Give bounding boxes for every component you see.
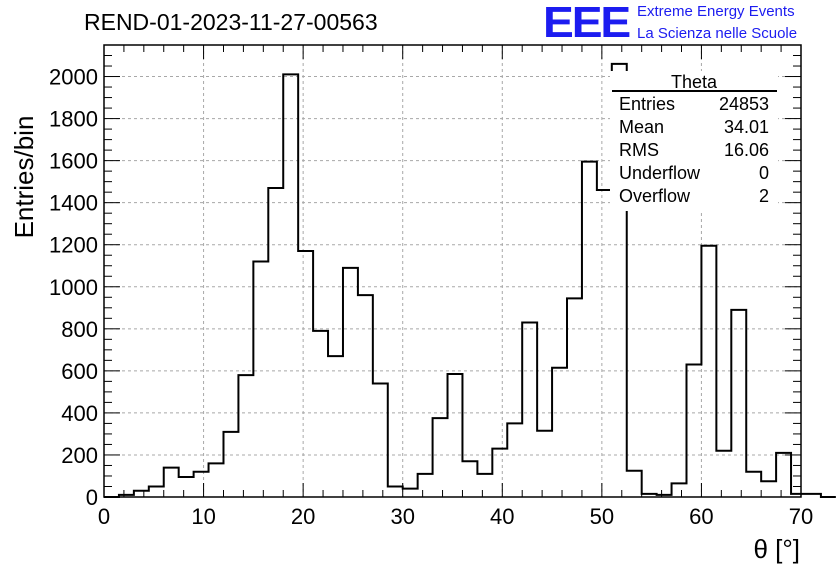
stats-box: Theta Entries 24853 Mean 34.01 RMS 16.06 Under…: [610, 71, 778, 211]
y-tick-label: 400: [61, 401, 98, 426]
stats-value: 16.06: [724, 140, 769, 160]
y-tick-label: 1800: [49, 107, 98, 132]
x-tick-label: 10: [191, 504, 215, 529]
y-axis-label: Entries/bin: [9, 116, 39, 239]
stats-label: Underflow: [619, 163, 701, 183]
x-tick-label: 30: [390, 504, 414, 529]
x-axis-label: θ [°]: [753, 534, 800, 564]
eee-logo: EEE: [543, 0, 631, 47]
run-title: REND-01-2023-11-27-00563: [84, 9, 378, 35]
stats-title: Theta: [671, 72, 718, 92]
stats-label: Overflow: [619, 186, 691, 206]
x-tick-label: 60: [689, 504, 713, 529]
y-tick-label: 1400: [49, 191, 98, 216]
y-tick-label: 2000: [49, 65, 98, 90]
grid-lines: [104, 45, 801, 497]
x-tick-label: 70: [789, 504, 813, 529]
logo-line-2: La Scienza nelle Scuole: [637, 25, 798, 42]
y-tick-labels: 0 200 400 600 800 1000 1200 1400 1600 1800 2000: [49, 65, 98, 510]
logo-line-1: Extreme Energy Events: [637, 3, 795, 20]
y-tick-label: 1000: [49, 275, 98, 300]
y-tick-label: 1200: [49, 233, 98, 258]
y-tick-label: 200: [61, 443, 98, 468]
stats-value: 34.01: [724, 117, 769, 137]
stats-label: Mean: [619, 117, 664, 137]
stats-value: 0: [759, 163, 769, 183]
x-tick-label: 40: [490, 504, 514, 529]
stats-label: RMS: [619, 140, 659, 160]
x-tick-label: 50: [590, 504, 614, 529]
stats-value: 2: [759, 186, 769, 206]
stats-value: 24853: [719, 94, 769, 114]
y-tick-label: 0: [86, 485, 98, 510]
x-tick-label: 20: [291, 504, 315, 529]
stats-label: Entries: [619, 94, 675, 114]
plot-frame: [103, 44, 802, 498]
y-tick-label: 600: [61, 359, 98, 384]
histogram-series: [104, 62, 836, 498]
y-tick-label: 800: [61, 317, 98, 342]
x-tick-label: 0: [98, 504, 110, 529]
x-tick-labels: 0 10 20 30 40 50 60 70: [98, 504, 813, 529]
axes: [103, 44, 802, 498]
y-tick-label: 1600: [49, 149, 98, 174]
